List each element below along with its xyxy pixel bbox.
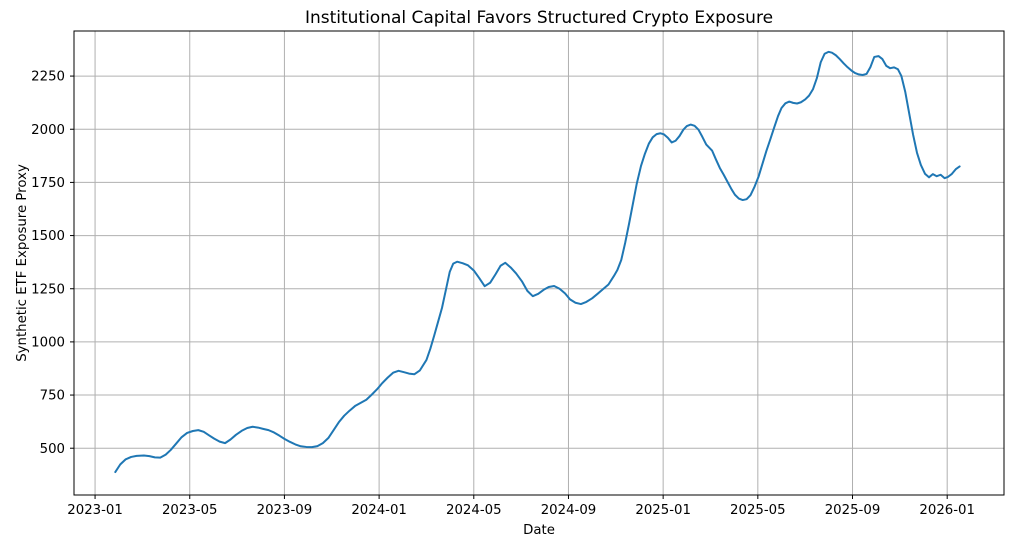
y-tick-label: 750: [40, 389, 65, 404]
x-tick-label: 2024-05: [446, 503, 502, 518]
x-axis-label: Date: [523, 523, 555, 538]
y-tick-label: 500: [40, 442, 65, 457]
x-tick-label: 2025-05: [730, 503, 786, 518]
y-tick-label: 1500: [31, 229, 65, 244]
x-tick-label: 2025-09: [825, 503, 881, 518]
plot-border: [73, 30, 1005, 496]
y-tick-label: 1750: [31, 176, 65, 191]
x-tick-label: 2024-01: [351, 503, 407, 518]
chart-title: Institutional Capital Favors Structured …: [305, 8, 773, 28]
x-tick-label: 2025-01: [635, 503, 691, 518]
data-line: [114, 50, 961, 474]
y-axis-label: Synthetic ETF Exposure Proxy: [15, 164, 30, 362]
x-tick-label: 2023-01: [67, 503, 123, 518]
y-tick-label: 2250: [31, 70, 65, 85]
x-tick-label: 2023-05: [162, 503, 218, 518]
x-tick-label: 2024-09: [541, 503, 597, 518]
y-tick-label: 1250: [31, 282, 65, 297]
x-tick-label: 2026-01: [919, 503, 975, 518]
y-tick-label: 2000: [31, 123, 65, 138]
y-tick-label: 1000: [31, 335, 65, 350]
x-tick-label: 2023-09: [257, 503, 313, 518]
